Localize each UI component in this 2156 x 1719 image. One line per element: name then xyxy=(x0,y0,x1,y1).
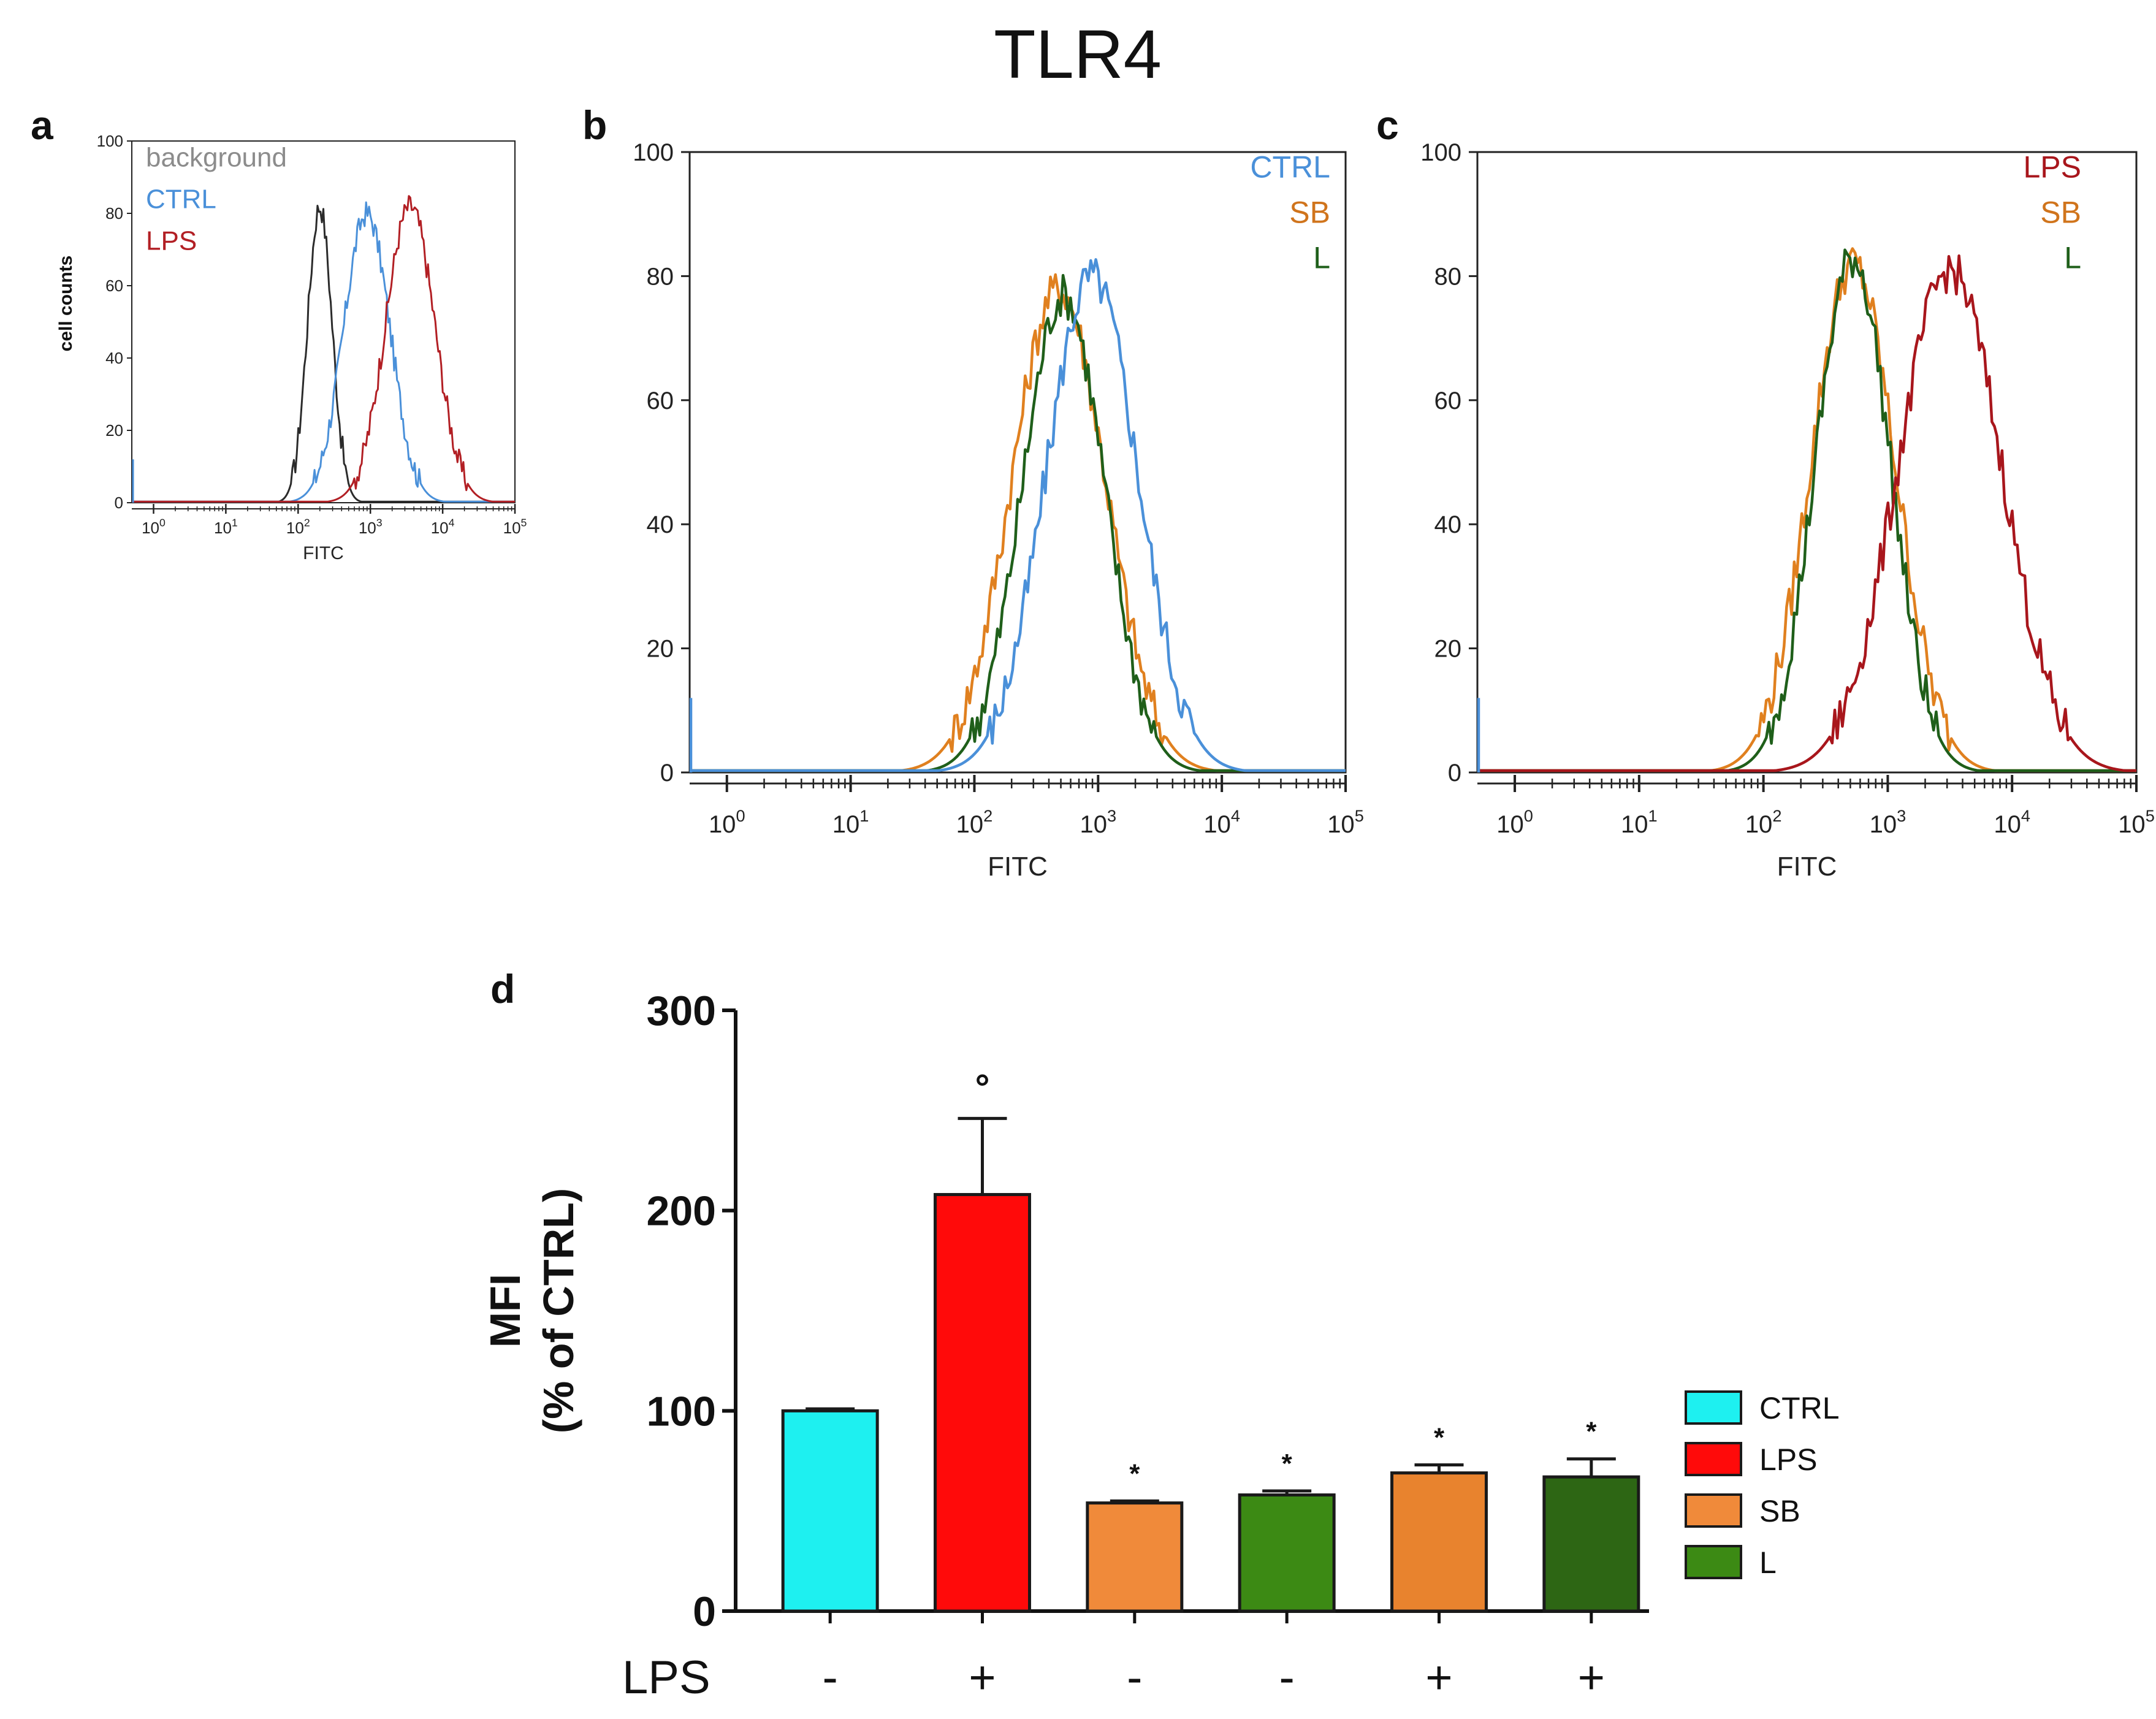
legend-entry-background: background xyxy=(146,142,287,172)
x-tick-label: 101 xyxy=(832,806,869,838)
lps-sign: - xyxy=(823,1652,838,1704)
y-tick-label: 60 xyxy=(1434,387,1462,414)
plot-frame xyxy=(688,151,1347,774)
legend-label-l: L xyxy=(1759,1546,1777,1580)
legend-label-sb: SB xyxy=(1759,1494,1800,1528)
legend-entry-ctrl: CTRL xyxy=(1250,150,1330,185)
bar-sb xyxy=(1390,1471,1488,1613)
y-tick-label: 0 xyxy=(693,1588,716,1635)
y-tick-label: 100 xyxy=(1420,139,1461,166)
legend-entry-sb: SB xyxy=(1289,196,1330,230)
x-tick-label: 102 xyxy=(286,516,310,537)
y-tick-label: 300 xyxy=(647,988,716,1034)
lps-sign: - xyxy=(1279,1652,1295,1704)
legend-entry-lps: LPS xyxy=(2023,150,2081,185)
bar-sb xyxy=(1086,1501,1184,1613)
panel-label-d: d xyxy=(490,966,516,1012)
y-tick-label: 100 xyxy=(633,139,674,166)
panel-label-c: c xyxy=(1376,102,1399,148)
x-tick-label: 105 xyxy=(503,516,527,537)
significance-mark: * xyxy=(1282,1449,1293,1479)
x-axis-label: FITC xyxy=(303,543,344,563)
y-tick-label: 20 xyxy=(647,636,674,663)
y-tick-label: 60 xyxy=(647,387,674,414)
lps-sign: + xyxy=(1578,1652,1605,1704)
legend-swatch-lps xyxy=(1685,1442,1742,1476)
y-tick-label: 40 xyxy=(105,349,123,367)
bar-chart-panel-d: 0 100 200 300 MFI (% of CTRL) LPS - ° + * - * - * + * + CT… xyxy=(481,988,1840,1704)
significance-mark: * xyxy=(1129,1458,1140,1488)
histogram-curve-lps xyxy=(1477,254,2136,772)
significance-mark: * xyxy=(1586,1417,1597,1447)
legend-entry-l: L xyxy=(1313,241,1330,275)
y-axis-label-line2: (% of CTRL) xyxy=(535,1188,582,1433)
panel-label-a: a xyxy=(31,102,53,148)
legend-label-ctrl: CTRL xyxy=(1759,1391,1840,1425)
x-tick-label: 105 xyxy=(1327,806,1364,838)
bar-l xyxy=(1238,1493,1336,1613)
y-tick-label: 100 xyxy=(647,1388,716,1435)
y-tick-label: 80 xyxy=(647,263,674,290)
lps-sign: + xyxy=(1425,1652,1452,1704)
lps-row-label: LPS xyxy=(622,1652,710,1704)
x-tick-label: 104 xyxy=(431,516,455,537)
x-tick-label: 102 xyxy=(956,806,993,838)
histogram-curve-l xyxy=(690,273,1346,772)
x-tick-label: 100 xyxy=(1496,806,1533,838)
x-tick-label: 104 xyxy=(1203,806,1240,838)
y-tick-label: 0 xyxy=(660,760,674,787)
histogram-panel-a: 0 20 40 60 80 100 100 101 102 103 104 105 FITC cell c… xyxy=(56,132,527,563)
y-tick-label: 20 xyxy=(105,421,123,440)
significance-mark: ° xyxy=(975,1067,990,1108)
y-tick-label: 80 xyxy=(1434,263,1462,290)
histogram-panel-c: 0 20 40 60 80 100 100 101 102 103 104 105 FITC LPS SB L xyxy=(1420,139,2155,882)
bar-l xyxy=(1542,1475,1640,1613)
histogram-curve-sb xyxy=(1477,247,2136,772)
y-tick-label: 0 xyxy=(115,494,123,512)
y-tick-label: 40 xyxy=(1434,511,1462,538)
lps-sign: - xyxy=(1127,1652,1142,1704)
x-tick-label: 101 xyxy=(1621,806,1658,838)
x-tick-label: 103 xyxy=(359,516,383,537)
y-tick-label: 60 xyxy=(105,276,123,295)
x-tick-label: 101 xyxy=(214,516,238,537)
y-axis-label-line1: MFI xyxy=(481,1274,529,1348)
legend-entry-sb: SB xyxy=(2040,196,2081,230)
legend-swatch-l xyxy=(1685,1545,1742,1579)
y-tick-label: 100 xyxy=(97,132,123,150)
y-tick-label: 80 xyxy=(105,204,123,223)
histogram-curve-ctrl xyxy=(690,258,1346,772)
legend-entry-l: L xyxy=(2064,241,2081,275)
plot-frame xyxy=(131,140,516,503)
legend-entry-ctrl: CTRL xyxy=(146,184,216,214)
legend-entry-lps: LPS xyxy=(146,226,197,256)
x-tick-label: 105 xyxy=(2118,806,2155,838)
legend-label-lps: LPS xyxy=(1759,1443,1818,1477)
legend-swatch-sb xyxy=(1685,1493,1742,1528)
lps-sign: + xyxy=(969,1652,996,1704)
significance-mark: * xyxy=(1434,1423,1445,1453)
x-tick-label: 100 xyxy=(709,806,745,838)
y-tick-label: 40 xyxy=(647,511,674,538)
y-tick-label: 20 xyxy=(1434,636,1462,663)
bar-lps xyxy=(934,1193,1031,1613)
x-tick-label: 103 xyxy=(1080,806,1116,838)
bar-ctrl xyxy=(781,1409,879,1613)
panel-label-b: b xyxy=(582,102,608,148)
plot-frame xyxy=(1476,151,2138,774)
figure-title: TLR4 xyxy=(994,16,1162,93)
y-axis-label: cell counts xyxy=(56,256,76,352)
x-tick-label: 104 xyxy=(1994,806,2030,838)
y-tick-label: 200 xyxy=(647,1188,716,1235)
x-axis-label: FITC xyxy=(1777,852,1837,882)
x-tick-label: 102 xyxy=(1745,806,1782,838)
histogram-panel-b: 0 20 40 60 80 100 100 101 102 103 104 105 FITC CTRL SB… xyxy=(633,139,1364,882)
y-tick-label: 0 xyxy=(1448,760,1461,787)
x-tick-label: 103 xyxy=(1870,806,1906,838)
legend-swatch-ctrl xyxy=(1685,1390,1742,1425)
histogram-curve-lps xyxy=(132,195,515,503)
x-tick-label: 100 xyxy=(142,516,166,537)
x-axis-label: FITC xyxy=(988,852,1048,882)
